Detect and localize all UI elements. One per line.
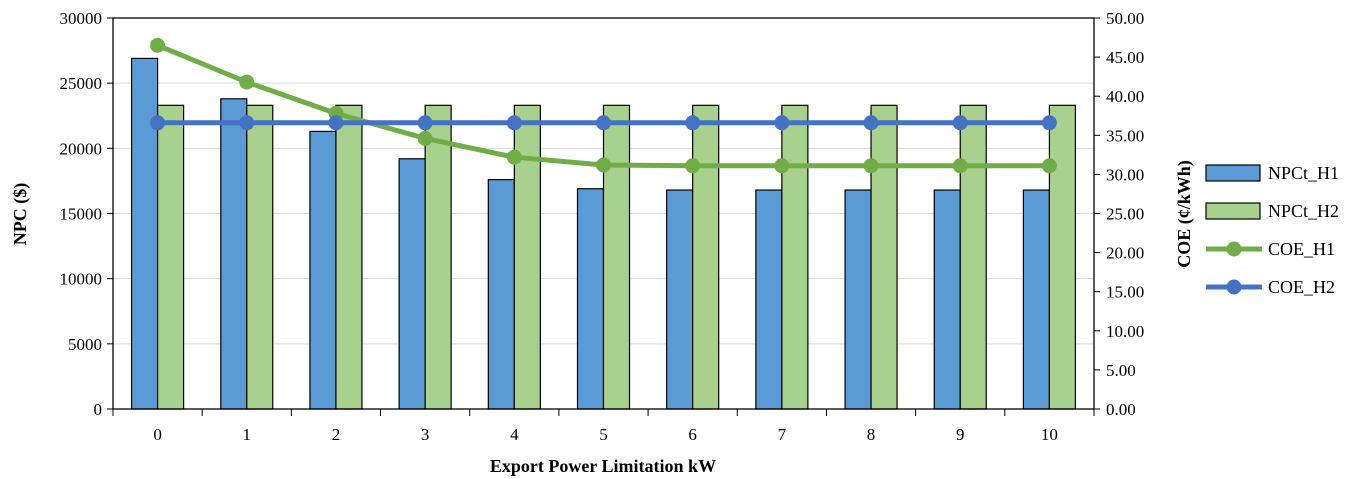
y2-axis-title: COE (¢/kWh)	[1174, 160, 1195, 268]
legend-marker-coe-h1	[1226, 241, 1242, 257]
x-tick-label: 3	[421, 425, 430, 444]
point-coe-h2	[685, 115, 701, 131]
y2-tick-label: 45.00	[1106, 48, 1144, 67]
point-coe-h1	[596, 157, 611, 173]
x-tick-label: 8	[867, 425, 876, 444]
bar-npct-h2	[156, 104, 185, 410]
legend-swatch-npct-h2	[1205, 202, 1261, 220]
point-coe-h1	[239, 74, 255, 90]
bar-npct-h1	[220, 98, 248, 410]
y-tick-label: 25000	[60, 74, 103, 93]
bars	[130, 57, 1077, 410]
bar-npct-h2	[602, 104, 631, 410]
bar-npct-h1	[933, 189, 961, 410]
legend: NPCt_H1 NPCt_H2 COE_H1 COE_H2	[1205, 163, 1339, 297]
point-coe-h2	[417, 115, 433, 131]
x-tick-label: 4	[510, 425, 519, 444]
bar-npct-h2	[335, 104, 363, 410]
legend-swatch-npct-h1	[1205, 164, 1261, 182]
y-tick-label: 10000	[60, 270, 103, 289]
bar-npct-h1	[844, 189, 872, 410]
legend-label-npct-h1: NPCt_H1	[1268, 163, 1339, 183]
y2-tick-label: 15.00	[1106, 283, 1144, 302]
y2-tick-label: 5.00	[1106, 361, 1136, 380]
point-coe-h2	[150, 115, 166, 131]
point-coe-h2	[506, 115, 522, 131]
bar-npct-h2	[959, 104, 987, 410]
bar-npct-h2	[870, 104, 898, 410]
point-coe-h1	[685, 158, 701, 174]
bar-npct-h1	[487, 179, 515, 410]
x-tick-label: 0	[153, 425, 162, 444]
y-axis-title: NPC ($)	[10, 183, 31, 245]
bar-npct-h1	[755, 189, 783, 410]
y2-tick-label: 10.00	[1106, 322, 1144, 341]
y2-tick-label: 50.00	[1106, 9, 1144, 28]
point-coe-h1	[863, 158, 879, 174]
y-tick-label: 0	[94, 400, 103, 419]
point-coe-h1	[417, 130, 433, 146]
bar-npct-h2	[246, 104, 274, 410]
bar-npct-h2	[781, 104, 809, 410]
point-coe-h1	[150, 37, 166, 53]
x-tick-label: 7	[778, 425, 787, 444]
point-coe-h1	[1041, 158, 1057, 174]
y-tick-label: 30000	[60, 9, 103, 28]
point-coe-h2	[328, 115, 344, 131]
point-coe-h2	[774, 115, 790, 131]
bar-npct-h1	[1022, 189, 1051, 410]
y2-tick-label: 35.00	[1106, 126, 1144, 145]
bar-npct-h1	[398, 158, 426, 410]
y2-tick-label: 25.00	[1106, 205, 1144, 224]
x-tick-label: 2	[332, 425, 341, 444]
point-coe-h2	[1041, 115, 1057, 131]
y2-tick-label: 40.00	[1106, 87, 1144, 106]
y2-tick-label: 0.00	[1106, 400, 1136, 419]
x-tick-label: 1	[243, 425, 252, 444]
legend-label-npct-h2: NPCt_H2	[1268, 201, 1339, 221]
bar-npct-h2	[1048, 104, 1077, 410]
bar-npct-h2	[424, 104, 452, 410]
bar-npct-h2	[692, 104, 720, 410]
x-tick-label: 10	[1041, 425, 1058, 444]
bar-npct-h1	[309, 130, 337, 410]
point-coe-h1	[774, 158, 790, 174]
x-tick-label: 6	[688, 425, 697, 444]
y-tick-label: 5000	[68, 335, 102, 354]
legend-label-coe-h2: COE_H2	[1268, 277, 1335, 297]
point-coe-h2	[863, 115, 879, 131]
plot-frame	[112, 17, 1095, 410]
point-coe-h1	[952, 158, 968, 174]
bar-npct-h1	[666, 189, 694, 410]
point-coe-h2	[239, 115, 255, 131]
y-tick-label: 20000	[60, 139, 103, 158]
legend-label-coe-h1: COE_H1	[1268, 239, 1335, 259]
y2-tick-label: 30.00	[1106, 165, 1144, 184]
y2-tick-label: 20.00	[1106, 244, 1144, 263]
x-tick-label: 9	[956, 425, 965, 444]
tick-labels: 0500010000150002000025000300000.005.0010…	[60, 9, 1145, 444]
point-coe-h2	[952, 115, 968, 131]
point-coe-h2	[596, 115, 611, 131]
x-axis-title: Export Power Limitation kW	[490, 456, 716, 476]
bar-npct-h1	[130, 57, 159, 410]
x-tick-label: 5	[599, 425, 608, 444]
legend-marker-coe-h2	[1226, 279, 1242, 295]
axes	[107, 17, 1100, 416]
bar-npct-h1	[576, 188, 605, 410]
point-coe-h1	[506, 149, 522, 165]
y-tick-label: 15000	[60, 205, 103, 224]
lines	[150, 37, 1057, 174]
